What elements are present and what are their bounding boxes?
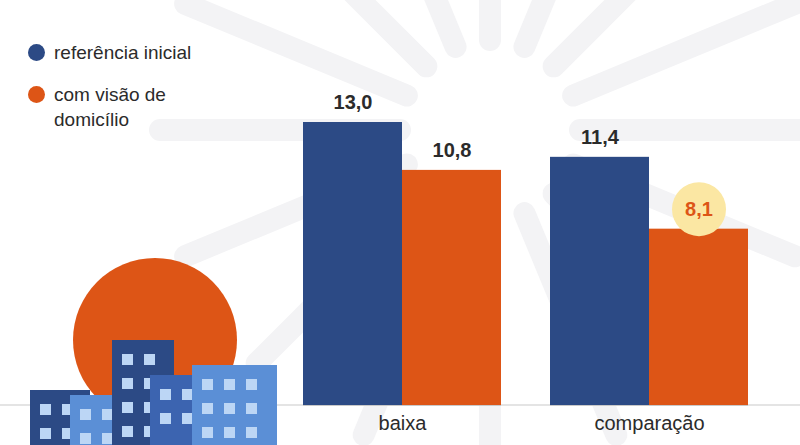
svg-text:8,1: 8,1 [685, 198, 713, 220]
html-text:com visão de domicílio: com visão de domicílio [54, 83, 166, 131]
svg-text:comparação: comparação [594, 412, 704, 434]
svg-text:11,4: 11,4 [581, 126, 620, 148]
svg-text:13,0: 13,0 [334, 91, 373, 113]
html-text:referência inicial: referência inicial [54, 42, 192, 63]
svg-text:10,8: 10,8 [433, 139, 472, 161]
svg-text:baixa: baixa [379, 412, 428, 434]
